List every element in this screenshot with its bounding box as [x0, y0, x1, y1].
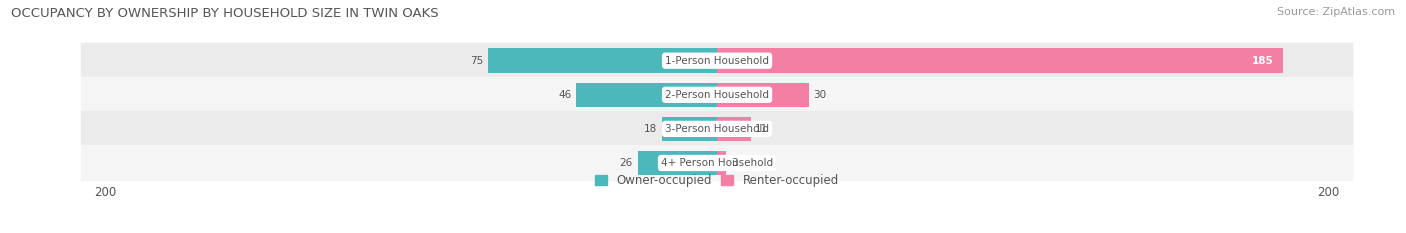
FancyBboxPatch shape — [80, 145, 1354, 181]
Text: 11: 11 — [755, 124, 769, 134]
Bar — [717, 116, 751, 141]
Text: 46: 46 — [558, 90, 572, 100]
Bar — [717, 151, 727, 175]
Bar — [488, 48, 717, 73]
Bar — [717, 82, 808, 107]
Bar — [717, 48, 1282, 73]
Text: 1-Person Household: 1-Person Household — [665, 56, 769, 66]
FancyBboxPatch shape — [80, 43, 1354, 79]
Text: OCCUPANCY BY OWNERSHIP BY HOUSEHOLD SIZE IN TWIN OAKS: OCCUPANCY BY OWNERSHIP BY HOUSEHOLD SIZE… — [11, 7, 439, 20]
Bar — [576, 82, 717, 107]
Text: 75: 75 — [470, 56, 484, 66]
Bar — [637, 151, 717, 175]
Bar — [662, 116, 717, 141]
Text: 3-Person Household: 3-Person Household — [665, 124, 769, 134]
Text: 185: 185 — [1251, 56, 1274, 66]
Text: 30: 30 — [814, 90, 827, 100]
Text: 3: 3 — [731, 158, 737, 168]
Text: 4+ Person Household: 4+ Person Household — [661, 158, 773, 168]
Text: 18: 18 — [644, 124, 658, 134]
FancyBboxPatch shape — [80, 77, 1354, 113]
Text: 26: 26 — [620, 158, 633, 168]
Text: Source: ZipAtlas.com: Source: ZipAtlas.com — [1277, 7, 1395, 17]
FancyBboxPatch shape — [80, 111, 1354, 147]
Text: 2-Person Household: 2-Person Household — [665, 90, 769, 100]
Legend: Owner-occupied, Renter-occupied: Owner-occupied, Renter-occupied — [595, 174, 839, 187]
